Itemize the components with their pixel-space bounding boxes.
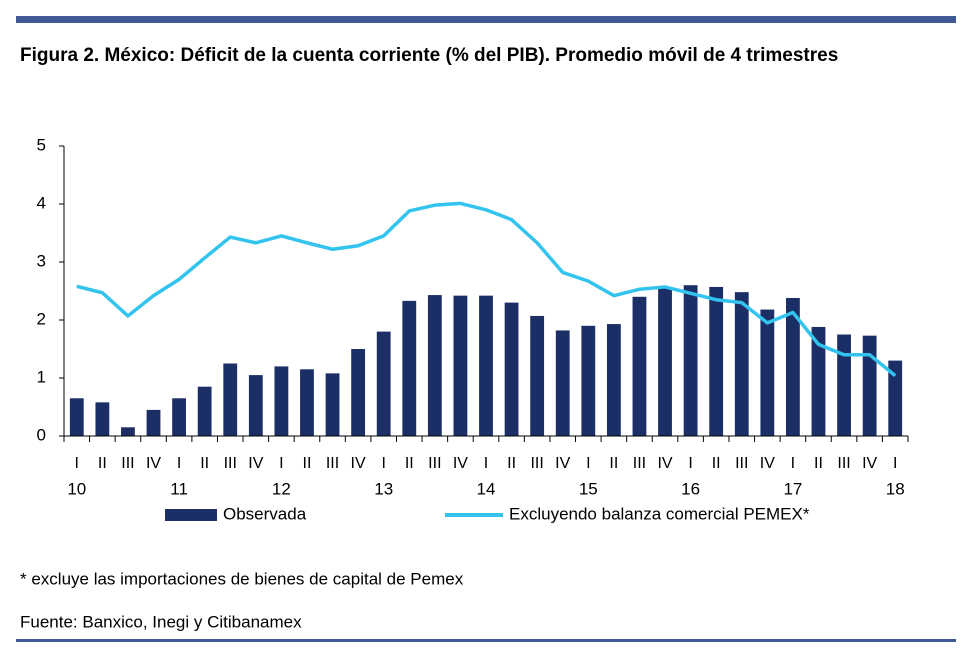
x-tick-label: I	[688, 455, 692, 472]
bar	[862, 335, 877, 436]
x-tick-label: IV	[760, 455, 775, 472]
bar	[197, 386, 212, 436]
bar	[606, 324, 621, 436]
x-tick-label: II	[303, 455, 312, 472]
x-group-label: 17	[783, 479, 802, 498]
legend-label: Observada	[223, 504, 307, 523]
x-tick-label: I	[177, 455, 181, 472]
x-tick-label: I	[484, 455, 488, 472]
x-tick-label: I	[279, 455, 283, 472]
x-tick-label: III	[326, 455, 339, 472]
x-group-label: 18	[886, 479, 905, 498]
x-tick-label: I	[75, 455, 79, 472]
bar	[95, 402, 110, 436]
bar	[632, 296, 647, 436]
legend-label: Excluyendo balanza comercial PEMEX*	[509, 504, 810, 523]
bar	[811, 326, 826, 436]
bar	[786, 297, 800, 436]
x-tick-label: II	[609, 455, 618, 472]
x-tick-label: II	[200, 455, 209, 472]
x-tick-label: I	[893, 455, 897, 472]
x-tick-label: II	[712, 455, 721, 472]
x-tick-label: III	[633, 455, 646, 472]
bar	[69, 398, 84, 436]
legend-swatch	[165, 509, 217, 521]
x-tick-label: I	[381, 455, 385, 472]
bar	[402, 300, 417, 436]
bar	[121, 427, 135, 436]
y-tick-label: 2	[37, 309, 46, 328]
bar	[453, 295, 468, 436]
bar	[555, 330, 570, 436]
x-tick-label: II	[405, 455, 414, 472]
x-tick-label: III	[530, 455, 543, 472]
x-tick-label: IV	[146, 455, 161, 472]
bar	[274, 366, 289, 436]
bar	[581, 325, 596, 436]
x-tick-label: III	[735, 455, 748, 472]
bar	[376, 331, 391, 436]
bar	[837, 334, 851, 436]
x-group-label: 13	[374, 479, 393, 498]
y-tick-label: 0	[37, 425, 46, 444]
x-group-label: 10	[67, 479, 86, 498]
y-tick-label: 3	[37, 251, 46, 270]
x-tick-label: IV	[248, 455, 263, 472]
top-rule	[16, 16, 956, 23]
x-tick-label: IV	[862, 455, 877, 472]
bar	[300, 369, 314, 436]
x-tick-label: I	[586, 455, 590, 472]
x-tick-label: II	[507, 455, 516, 472]
bar	[504, 302, 519, 436]
bar	[658, 288, 672, 436]
bar	[683, 285, 698, 436]
x-group-label: 11	[170, 479, 188, 498]
bar	[351, 349, 366, 436]
footnote: * excluye las importaciones de bienes de…	[20, 569, 464, 588]
x-tick-label: III	[121, 455, 134, 472]
y-tick-label: 1	[37, 367, 46, 386]
source: Fuente: Banxico, Inegi y Citibanamex	[20, 612, 302, 631]
bar	[248, 375, 263, 436]
chart-title: Figura 2. México: Déficit de la cuenta c…	[20, 45, 838, 66]
x-tick-label: IV	[351, 455, 366, 472]
x-tick-label: III	[837, 455, 850, 472]
bar	[709, 286, 724, 436]
x-group-label: 14	[477, 479, 496, 498]
bar	[760, 309, 775, 436]
x-group-label: 15	[579, 479, 598, 498]
y-tick-label: 4	[37, 193, 46, 212]
bar	[223, 363, 238, 436]
x-tick-label: IV	[657, 455, 672, 472]
x-tick-label: II	[98, 455, 107, 472]
bar	[325, 373, 340, 436]
x-tick-label: IV	[555, 455, 570, 472]
x-group-label: 12	[272, 479, 291, 498]
bar	[530, 315, 545, 436]
y-tick-label: 5	[37, 135, 46, 154]
x-tick-label: II	[814, 455, 823, 472]
x-tick-label: III	[224, 455, 237, 472]
bar	[888, 360, 903, 436]
x-tick-label: III	[428, 455, 441, 472]
bar	[734, 292, 749, 436]
bar	[146, 409, 161, 436]
x-tick-label: IV	[453, 455, 468, 472]
x-group-label: 16	[681, 479, 700, 498]
bar	[479, 295, 493, 436]
bottom-rule	[16, 639, 956, 642]
x-tick-label: I	[791, 455, 795, 472]
bar	[427, 295, 442, 436]
bar	[172, 398, 186, 436]
line	[76, 201, 897, 378]
